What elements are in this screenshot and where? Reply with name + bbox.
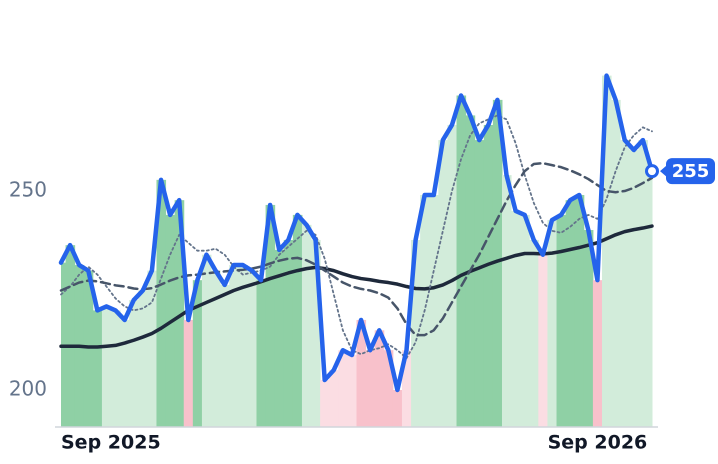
price-column [138, 290, 148, 427]
price-column [174, 200, 185, 427]
y-tick-label: 250 [9, 178, 47, 202]
price-column [538, 254, 548, 427]
price-column [474, 140, 485, 427]
price-column [392, 389, 403, 427]
price-column [620, 140, 630, 427]
price-column [320, 380, 330, 427]
x-tick-label: Sep 2026 [548, 432, 648, 454]
price-column [256, 280, 267, 427]
price-column [111, 310, 121, 427]
price-column [338, 350, 348, 427]
price-column [292, 214, 303, 427]
price-column [356, 319, 367, 427]
price-column [429, 194, 439, 427]
x-tick-label: Sep 2025 [61, 432, 161, 454]
price-column [65, 245, 76, 427]
price-column [492, 99, 503, 427]
price-column [547, 220, 558, 427]
price-column [374, 330, 385, 427]
price-column [592, 280, 603, 427]
price-column [220, 284, 230, 427]
price-column [520, 214, 530, 427]
price-column [483, 124, 494, 427]
price-column [347, 354, 357, 427]
y-tick-label: 200 [9, 376, 47, 400]
series-line [59, 161, 654, 337]
price-column [83, 270, 94, 427]
price-column [511, 210, 521, 427]
price-column [283, 239, 294, 427]
price-column [201, 254, 212, 427]
price-column [101, 306, 112, 427]
price-column [601, 75, 612, 427]
series-line [59, 224, 654, 349]
price-column [247, 270, 257, 427]
price-column [501, 175, 512, 427]
price-column [611, 99, 621, 427]
price-column [574, 194, 585, 427]
price-column [120, 319, 130, 427]
price-column [447, 124, 458, 427]
price-column [401, 350, 412, 427]
price-column [329, 370, 339, 427]
series-line [58, 73, 655, 393]
price-column [583, 230, 594, 427]
price-column [183, 319, 194, 427]
price-column [638, 140, 648, 427]
price-column [311, 239, 321, 427]
last-value-label: 255 [672, 161, 710, 182]
price-column [365, 350, 376, 427]
price-column [92, 310, 103, 427]
price-column [565, 200, 576, 427]
price-column [456, 95, 467, 427]
price-column [211, 270, 221, 427]
price-column [383, 350, 394, 427]
price-column [647, 171, 653, 427]
series-line [60, 114, 653, 360]
price-column [301, 224, 312, 427]
price-column [265, 204, 276, 427]
last-point [645, 164, 659, 179]
price-column [274, 249, 285, 427]
price-column [629, 150, 639, 427]
price-column [229, 265, 239, 427]
price-column [556, 214, 567, 427]
price-column [238, 265, 248, 427]
price-column [411, 239, 421, 427]
price-column [192, 280, 203, 427]
price-column [129, 300, 139, 427]
last-value-pill [666, 158, 715, 185]
price-column [147, 270, 157, 427]
price-column [529, 239, 539, 427]
price-column [156, 179, 167, 427]
last-value-pointer [660, 165, 667, 178]
